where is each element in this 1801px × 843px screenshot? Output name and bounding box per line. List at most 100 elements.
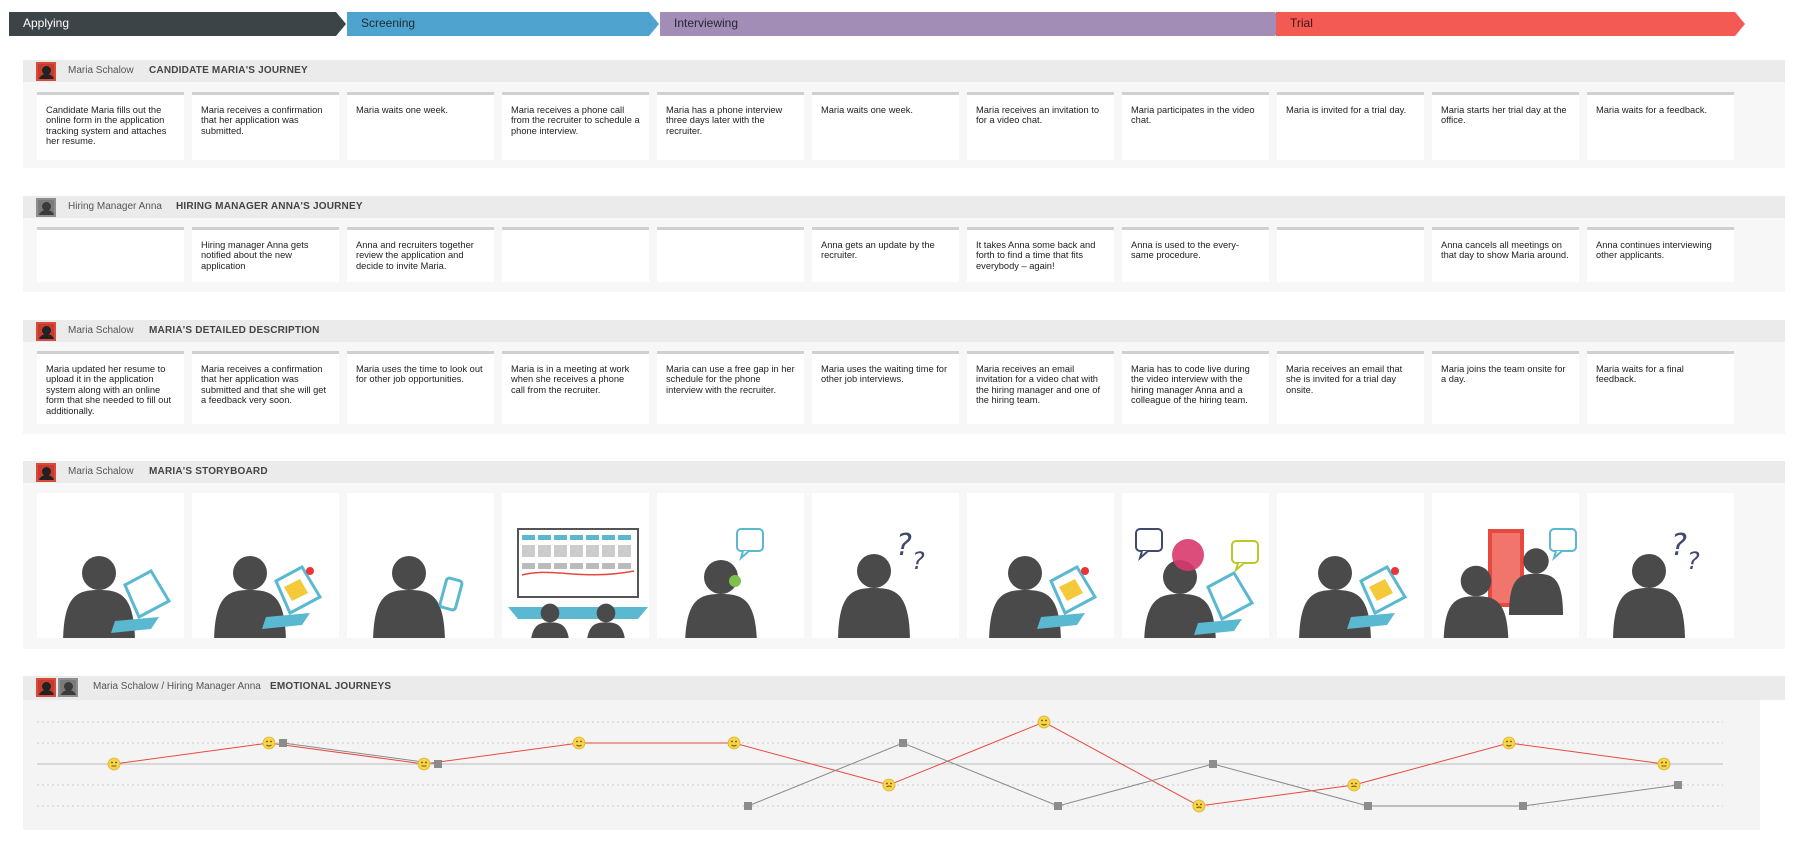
face-mouth <box>1196 806 1202 809</box>
phase-screening[interactable]: Screening <box>347 12 659 36</box>
face-mouth <box>731 744 737 747</box>
phase-label: Applying <box>23 16 70 30</box>
lane-emotional: Maria Schalow / Hiring Manager Anna EMOT… <box>23 676 1785 700</box>
face-eye <box>731 740 733 743</box>
video-chat-icon[interactable] <box>1122 493 1269 638</box>
journey-card[interactable]: Maria uses the waiting time for other jo… <box>812 351 959 424</box>
person-laptop-mail-icon-svg <box>989 556 1098 638</box>
manager-emotion-point <box>434 760 442 768</box>
manager-emotion-point <box>1674 781 1682 789</box>
maria-avatar <box>36 62 56 81</box>
candidate-emotion-face-icon <box>572 736 586 750</box>
lane-header: Maria Schalow CANDIDATE MARIA'S JOURNEY <box>23 60 1785 82</box>
candidate-emotion-face-icon <box>107 757 121 771</box>
journey-card[interactable]: It takes Anna some back and forth to fin… <box>967 227 1114 282</box>
journey-card[interactable]: Maria receives a phone call from the rec… <box>502 92 649 160</box>
phase-bar: Applying Screening Interviewing Trial <box>9 12 1745 36</box>
journey-card[interactable]: Maria can use a free gap in her schedule… <box>657 351 804 424</box>
face-eye <box>115 761 117 764</box>
lane-title: CANDIDATE MARIA'S JOURNEY <box>149 65 308 76</box>
maria-avatar <box>36 678 56 697</box>
face-mouth <box>1041 723 1047 726</box>
journey-card[interactable]: Anna cancels all meetings on that day to… <box>1432 227 1579 282</box>
journey-card[interactable]: Maria waits one week. <box>347 92 494 160</box>
face-mouth <box>576 744 582 747</box>
empty-card[interactable] <box>1277 227 1424 282</box>
journey-card[interactable]: Maria waits one week. <box>812 92 959 160</box>
face-eye <box>1045 719 1047 722</box>
empty-card[interactable] <box>37 227 184 282</box>
face-eye <box>111 761 113 764</box>
journey-card[interactable]: Maria receives an invitation to for a vi… <box>967 92 1114 160</box>
lane-owner: Maria Schalow <box>68 65 134 76</box>
phase-interviewing[interactable]: Interviewing <box>660 12 1285 36</box>
empty-card[interactable] <box>502 227 649 282</box>
person-thinking-icon-svg: ?? <box>838 528 925 638</box>
journey-card[interactable]: Maria receives an email that she is invi… <box>1277 351 1424 424</box>
face-eye <box>1351 782 1353 785</box>
lane-owner: Maria Schalow <box>68 466 134 477</box>
phase-label: Trial <box>1290 16 1313 30</box>
candidate-emotion-face-icon <box>727 736 741 750</box>
journey-card[interactable]: Anna gets an update by the recruiter. <box>812 227 959 282</box>
journey-card[interactable]: Anna continues interviewing other applic… <box>1587 227 1734 282</box>
candidate-emotion-face-icon <box>1037 715 1051 729</box>
journey-card[interactable]: Maria updated her resume to upload it in… <box>37 351 184 424</box>
manager-emotion-point <box>1209 760 1217 768</box>
journey-card[interactable]: Maria receives an email invitation for a… <box>967 351 1114 424</box>
phase-applying[interactable]: Applying <box>9 12 346 36</box>
journey-card[interactable]: Maria has to code live during the video … <box>1122 351 1269 424</box>
journey-card[interactable]: Maria starts her trial day at the office… <box>1432 92 1579 160</box>
journey-card[interactable]: Hiring manager Anna gets notified about … <box>192 227 339 282</box>
journey-card[interactable]: Maria is invited for a trial day. <box>1277 92 1424 160</box>
journey-card[interactable]: Anna is used to the every-same procedure… <box>1122 227 1269 282</box>
journey-card[interactable]: Maria waits for a final feedback. <box>1587 351 1734 424</box>
journey-card[interactable]: Anna and recruiters together review the … <box>347 227 494 282</box>
person-phone-icon[interactable] <box>347 493 494 638</box>
office-door-icon[interactable] <box>1432 493 1579 638</box>
manager-emotion-line <box>282 742 1679 807</box>
meeting-board-icon[interactable] <box>502 493 649 638</box>
face-eye <box>580 740 582 743</box>
journey-card[interactable]: Maria is in a meeting at work when she r… <box>502 351 649 424</box>
person-laptop-mail-icon[interactable] <box>1277 493 1424 638</box>
maria-avatar <box>36 463 56 482</box>
face-eye <box>1355 782 1357 785</box>
svg-text:?: ? <box>1671 528 1687 563</box>
empty-card[interactable] <box>657 227 804 282</box>
journey-card[interactable]: Candidate Maria fills out the online for… <box>37 92 184 160</box>
lane-owner: Hiring Manager Anna <box>68 201 162 212</box>
journey-card[interactable]: Maria participates in the video chat. <box>1122 92 1269 160</box>
candidate-emotion-face-icon <box>417 757 431 771</box>
lane-manager-journey: Hiring Manager Anna HIRING MANAGER ANNA'… <box>23 196 1785 292</box>
lane-candidate-journey: Maria Schalow CANDIDATE MARIA'S JOURNEY … <box>23 60 1785 168</box>
lane-title: MARIA'S DETAILED DESCRIPTION <box>149 325 320 336</box>
svg-text:?: ? <box>1687 547 1700 575</box>
journey-card[interactable]: Maria receives a confirmation that her a… <box>192 92 339 160</box>
face-mouth <box>266 744 272 747</box>
lane-title: EMOTIONAL JOURNEYS <box>270 681 392 692</box>
face-eye <box>576 740 578 743</box>
anna-avatar <box>58 678 78 697</box>
person-laptop-icon-svg <box>63 556 172 638</box>
candidate-emotion-face-icon <box>1657 757 1671 771</box>
phase-trial[interactable]: Trial <box>1276 12 1745 36</box>
person-phone-call-icon[interactable] <box>657 493 804 638</box>
lane-storyboard: Maria Schalow MARIA'S STORYBOARD ???? <box>23 461 1785 649</box>
lane-header: Maria Schalow / Hiring Manager Anna EMOT… <box>23 676 1785 698</box>
person-laptop-icon[interactable] <box>37 493 184 638</box>
journey-card[interactable]: Maria receives a confirmation that her a… <box>192 351 339 424</box>
candidate-emotion-face-icon <box>1192 799 1206 813</box>
person-laptop-mail-icon[interactable] <box>192 493 339 638</box>
journey-card[interactable]: Maria joins the team onsite for a day. <box>1432 351 1579 424</box>
lane-header: Hiring Manager Anna HIRING MANAGER ANNA'… <box>23 196 1785 218</box>
office-door-icon-svg <box>1443 528 1577 638</box>
face-mouth <box>1351 785 1357 788</box>
journey-card[interactable]: Maria has a phone interview three days l… <box>657 92 804 160</box>
person-thinking-icon[interactable]: ?? <box>812 493 959 638</box>
face-eye <box>1661 761 1663 764</box>
journey-card[interactable]: Maria waits for a feedback. <box>1587 92 1734 160</box>
journey-card[interactable]: Maria uses the time to look out for othe… <box>347 351 494 424</box>
person-thinking-icon[interactable]: ?? <box>1587 493 1734 638</box>
person-laptop-mail-icon[interactable] <box>967 493 1114 638</box>
